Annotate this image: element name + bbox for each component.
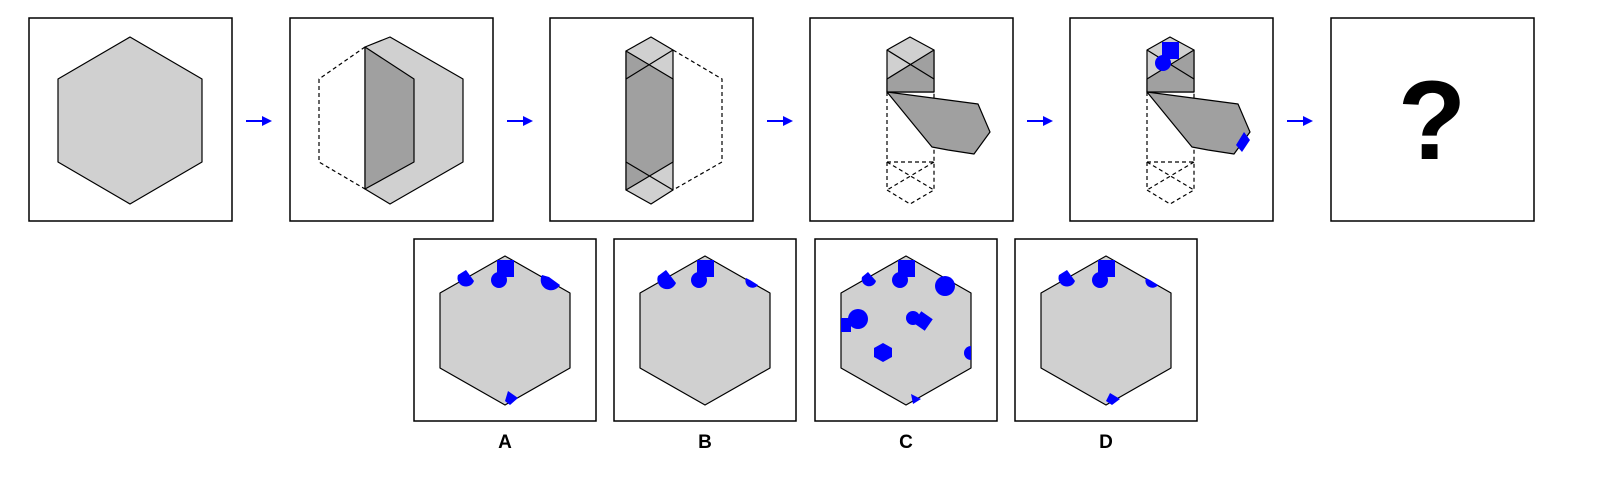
option-a-edge-hole-bottom — [505, 391, 518, 405]
option-a-edge-hole-left — [457, 270, 474, 287]
arrow-4 — [1027, 116, 1053, 126]
top-strip-shade — [1146, 49, 1195, 93]
option-c-edge-hole-left — [861, 272, 876, 287]
answer-frame — [1330, 17, 1535, 222]
option-b-hexagon — [639, 255, 771, 406]
option-a[interactable]: A — [413, 238, 597, 453]
option-b-edge-hole-right — [745, 278, 758, 288]
option-a-label: A — [498, 432, 512, 453]
step-5-panel — [1069, 17, 1274, 222]
option-d[interactable]: D — [1014, 238, 1198, 453]
option-c[interactable]: C — [814, 238, 998, 453]
fold-outline-left — [318, 46, 366, 190]
option-b-circle-hole — [691, 272, 707, 288]
arrow-2 — [507, 116, 533, 126]
option-c-circle-hole — [892, 272, 908, 288]
fold-outline-right — [672, 49, 723, 191]
hexagon-paper — [57, 36, 203, 205]
square-hole — [1162, 42, 1179, 59]
option-c-edge-hole-left-side — [841, 318, 851, 332]
bottom-outline — [886, 92, 935, 205]
option-b-edge-hole-left — [657, 270, 676, 290]
option-c-hexagon-hole — [874, 343, 892, 362]
step-1-panel — [28, 17, 233, 222]
arrow-1 — [246, 116, 272, 126]
option-c-edge-hole-right-side — [964, 346, 971, 360]
option-d-circle-hole — [1092, 272, 1108, 288]
step-4-panel — [809, 17, 1014, 222]
option-c-edge-hole-bottom — [911, 394, 921, 404]
top-strip-shade — [886, 49, 935, 93]
circle-hole — [1155, 55, 1171, 71]
option-d-hexagon — [1040, 255, 1172, 406]
arrow-5 — [1287, 116, 1313, 126]
option-d-edge-hole-left — [1058, 270, 1075, 287]
question-mark: ? — [1398, 58, 1466, 183]
option-a-hexagon — [439, 255, 571, 406]
bottom-outline — [1146, 92, 1195, 205]
answer-panel: ? — [1330, 17, 1535, 222]
option-c-edge-hole-right — [935, 276, 955, 296]
option-b-label: B — [698, 432, 712, 453]
option-a-edge-hole-right — [540, 275, 560, 291]
option-a-circle-hole — [491, 272, 507, 288]
option-c-square-hole-mid — [913, 311, 933, 331]
option-d-edge-hole-right — [1145, 278, 1158, 288]
option-d-edge-hole-bottom — [1106, 393, 1120, 405]
option-c-label: C — [899, 432, 913, 453]
option-b[interactable]: B — [613, 238, 797, 453]
option-c-circle-hole-left — [848, 309, 868, 329]
option-d-label: D — [1099, 432, 1113, 453]
arrow-3 — [767, 116, 793, 126]
step-3-panel — [549, 17, 754, 222]
step-2-panel — [289, 17, 494, 222]
folded-flap-bottom — [886, 91, 991, 155]
strip-folded — [625, 50, 674, 191]
folded-flap-bottom — [1146, 91, 1251, 155]
folded-flap — [364, 46, 415, 190]
edge-hole — [1236, 132, 1250, 152]
